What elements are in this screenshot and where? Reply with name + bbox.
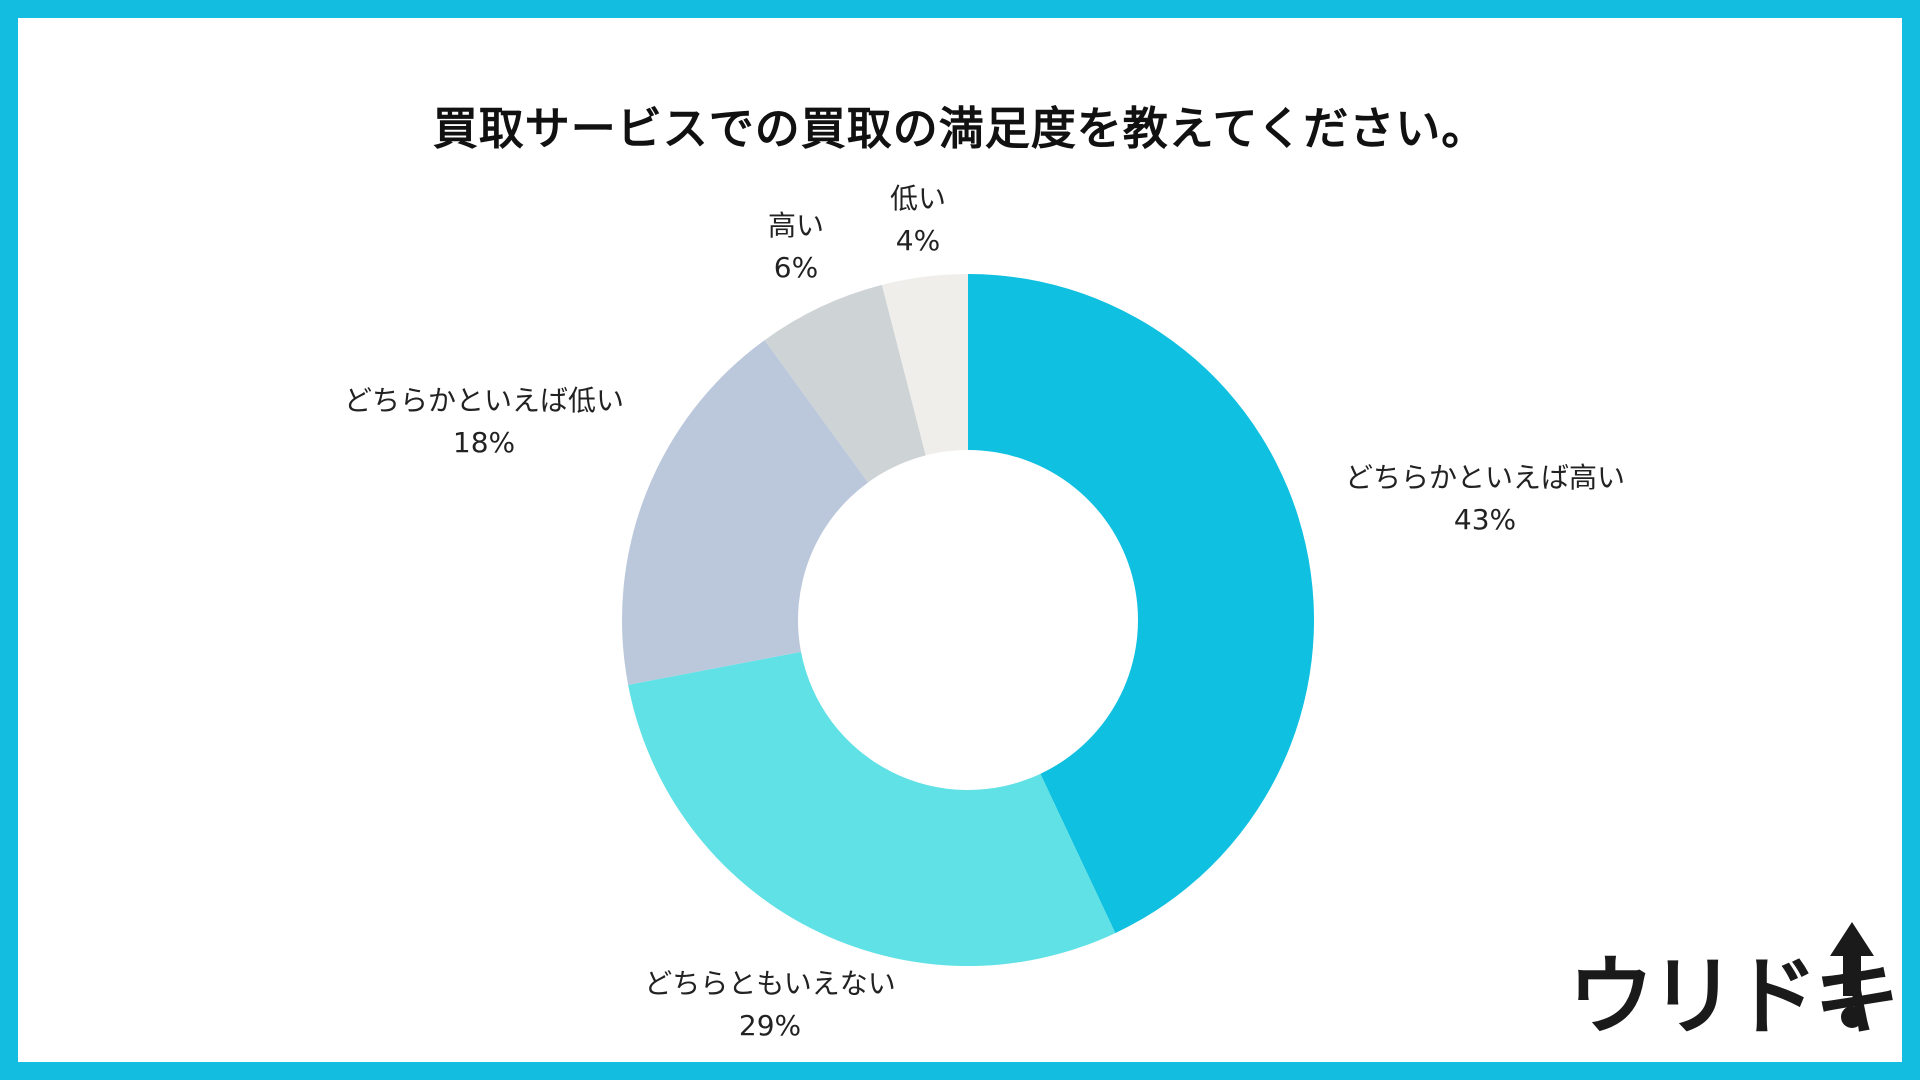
slice-labels: どちらかといえば高い 43% どちらともいえない 29% どちらかといえば低い 18% 高い… bbox=[344, 182, 1625, 1042]
donut-slice bbox=[881, 274, 968, 456]
slice-category-label: どちらともいえない bbox=[644, 967, 895, 1000]
donut-slice bbox=[764, 284, 926, 483]
up-arrow-icon bbox=[1830, 922, 1874, 1028]
donut-slice bbox=[968, 274, 1314, 934]
donut-slice bbox=[628, 651, 1116, 966]
slice-category-label: 低い bbox=[890, 182, 946, 215]
slice-category-label: どちらかといえば高い bbox=[1345, 461, 1625, 494]
slice-percent-label: 18% bbox=[453, 426, 515, 459]
uridoki-logo: ウリドキ bbox=[1568, 922, 1900, 1047]
donut-slices bbox=[622, 274, 1314, 966]
chart-title: 買取サービスでの買取の満足度を教えてください。 bbox=[432, 102, 1488, 155]
slice-percent-label: 43% bbox=[1454, 503, 1516, 536]
slice-percent-label: 6% bbox=[774, 251, 818, 284]
slice-percent-label: 29% bbox=[739, 1009, 801, 1042]
slice-percent-label: 4% bbox=[896, 224, 940, 257]
slice-category-label: 高い bbox=[768, 209, 824, 242]
slice-category-label: どちらかといえば低い bbox=[344, 384, 624, 417]
donut-slice bbox=[622, 340, 869, 685]
